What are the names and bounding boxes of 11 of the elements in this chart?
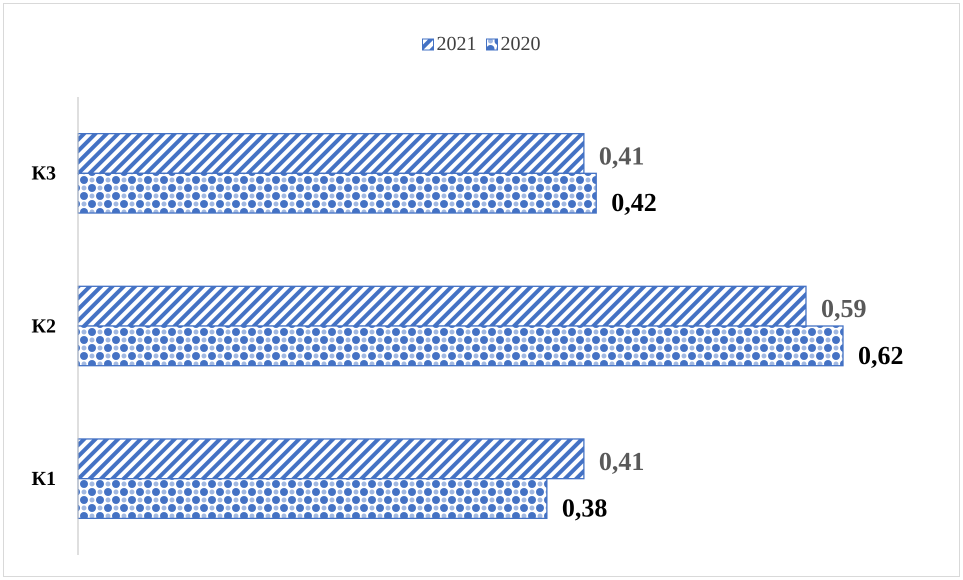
legend-label: 2020	[500, 33, 540, 55]
legend-label: 2021	[436, 33, 476, 55]
y-tick-label: К2	[31, 315, 56, 338]
data-label: 0,38	[562, 493, 608, 522]
data-label: 0,41	[598, 446, 644, 476]
data-label: 0,42	[611, 188, 657, 218]
data-label: 0,62	[858, 340, 904, 370]
y-tick-label: К1	[31, 468, 56, 490]
data-label: 0,41	[598, 141, 644, 170]
data-label: 0,59	[820, 294, 866, 324]
y-tick-label: К3	[31, 162, 56, 185]
